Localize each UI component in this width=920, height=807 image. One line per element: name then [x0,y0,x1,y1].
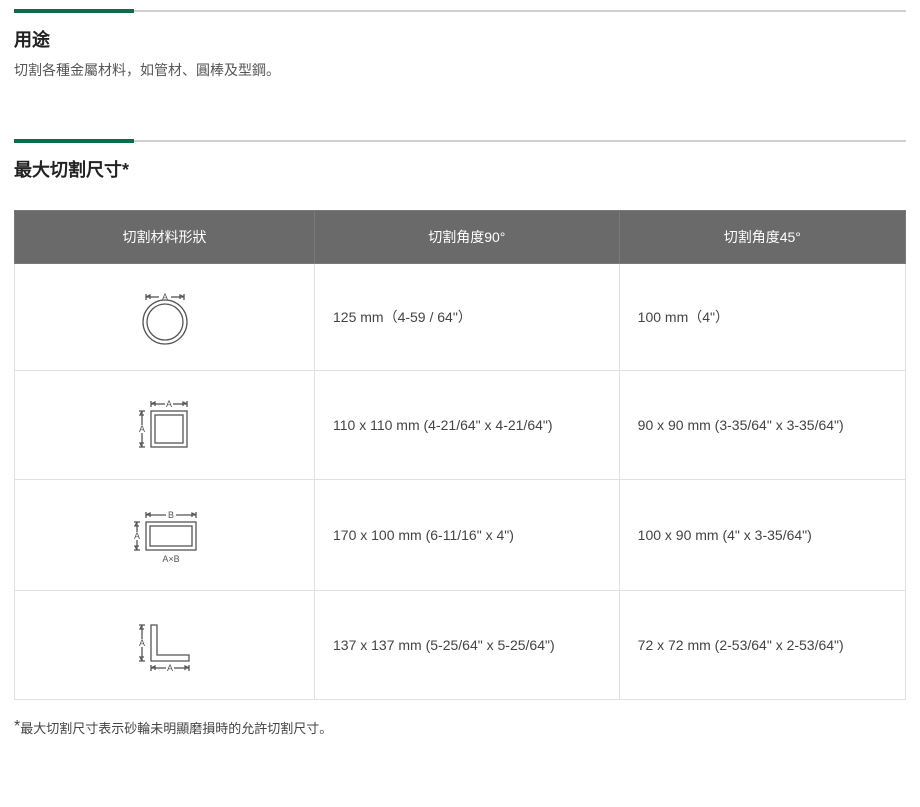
dim-label-a: A [165,399,171,409]
table-row: A A 110 x 110 mm (4-21/64" x 4-21/64") 9… [15,371,906,480]
cell-angle90: 137 x 137 mm (5-25/64" x 5-25/64") [315,591,620,700]
dim-label-a-left: A [138,638,144,648]
cell-angle90: 110 x 110 mm (4-21/64" x 4-21/64") [315,371,620,480]
table-row: B A A×B 170 x 100 mm (6-11/16" x 4") 100… [15,480,906,591]
dim-label-a: A [161,292,167,302]
capacity-section: 最大切割尺寸* 切割材料形狀 切割角度90° 切割角度45° [14,140,906,737]
dim-label-ab: A×B [162,554,179,564]
cell-angle45: 72 x 72 mm (2-53/64" x 2-53/64") [619,591,905,700]
table-row: A A 137 x 137 mm (5-25/64" x 5-25/64") 7… [15,591,906,700]
circle-shape-icon: A [130,286,200,348]
capacity-footnote: *最大切割尺寸表示砂輪未明顯磨損時的允許切割尺寸。 [14,718,906,737]
cell-angle45: 90 x 90 mm (3-35/64" x 3-35/64") [619,371,905,480]
dim-label-a: A [133,531,139,541]
cell-angle45: 100 x 90 mm (4" x 3-35/64") [619,480,905,591]
col-angle45: 切割角度45° [619,211,905,264]
shape-cell-square: A A [15,371,315,480]
rect-shape-icon: B A A×B [122,502,208,568]
shape-cell-angle: A A [15,591,315,700]
cell-angle45: 100 mm（4"） [619,264,905,371]
angle-shape-icon: A A [127,613,203,677]
shape-cell-rect: B A A×B [15,480,315,591]
dim-label-a-left: A [138,424,144,434]
cell-angle90: 170 x 100 mm (6-11/16" x 4") [315,480,620,591]
dim-label-a-bottom: A [166,663,172,673]
cell-angle90: 125 mm（4-59 / 64"） [315,264,620,371]
col-shape: 切割材料形狀 [15,211,315,264]
table-row: A 125 mm（4-59 / 64"） 100 mm（4"） [15,264,906,371]
section-rule [14,140,906,142]
table-header-row: 切割材料形狀 切割角度90° 切割角度45° [15,211,906,264]
col-angle90: 切割角度90° [315,211,620,264]
square-shape-icon: A A [129,393,201,457]
capacity-title: 最大切割尺寸* [14,156,906,182]
section-rule [14,10,906,12]
usage-section: 用途 切割各種金屬材料，如管材、圓棒及型鋼。 [14,10,906,80]
usage-title: 用途 [14,26,906,52]
dim-label-b: B [167,510,173,520]
shape-cell-circle: A [15,264,315,371]
capacity-table: 切割材料形狀 切割角度90° 切割角度45° [14,210,906,700]
usage-body: 切割各種金屬材料，如管材、圓棒及型鋼。 [14,60,906,80]
footnote-text: 最大切割尺寸表示砂輪未明顯磨損時的允許切割尺寸。 [20,721,332,736]
